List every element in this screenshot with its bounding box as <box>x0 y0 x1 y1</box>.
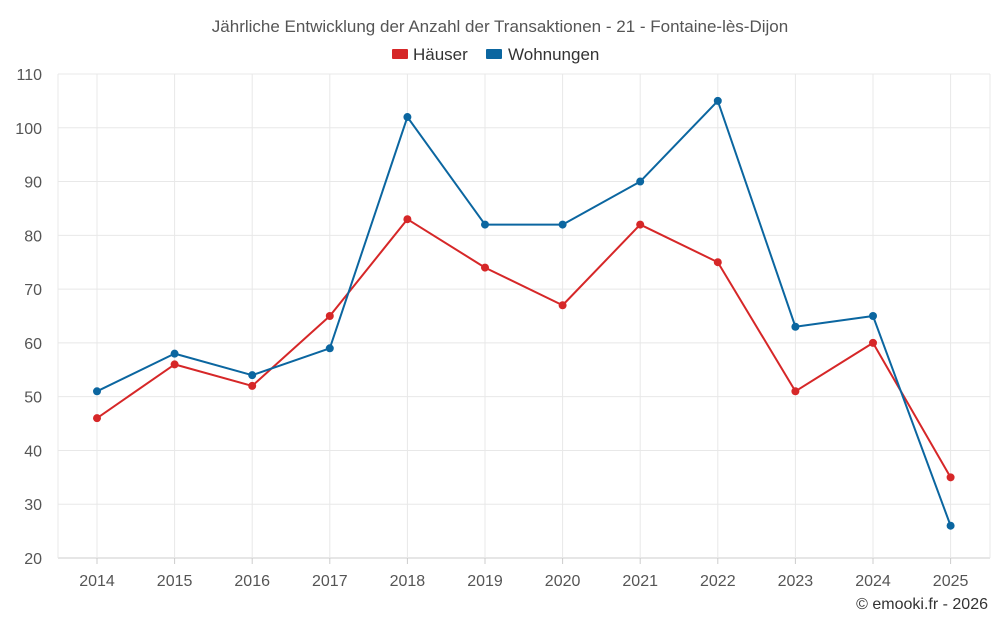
data-point-haeuser[interactable] <box>791 387 800 396</box>
data-point-haeuser[interactable] <box>558 301 567 310</box>
x-tick-label: 2020 <box>545 573 581 590</box>
data-point-wohnungen[interactable] <box>636 177 645 186</box>
x-tick-label: 2018 <box>390 573 426 590</box>
x-tick-label: 2015 <box>157 573 193 590</box>
data-point-wohnungen[interactable] <box>403 113 412 122</box>
series-haeuser <box>93 215 955 482</box>
data-point-wohnungen[interactable] <box>791 322 800 331</box>
y-tick-label: 110 <box>16 67 42 84</box>
data-point-wohnungen[interactable] <box>869 312 877 320</box>
x-axis-ticks: 2014 2015 2016 2017 2018 2019 2020 2021 2022 2023… <box>79 573 968 590</box>
data-point-wohnungen[interactable] <box>248 371 257 380</box>
y-tick-label: 20 <box>24 551 42 568</box>
data-point-wohnungen[interactable] <box>481 220 489 229</box>
x-tick-label: 2023 <box>778 573 814 590</box>
legend-swatch-haeuser <box>392 49 408 59</box>
data-point-wohnungen[interactable] <box>325 344 334 353</box>
legend-item-wohnungen[interactable]: Wohnungen <box>486 45 599 64</box>
y-tick-label: 100 <box>15 121 42 138</box>
series-wohnungen <box>93 96 955 530</box>
x-tick-label: 2024 <box>855 573 891 590</box>
y-tick-label: 90 <box>24 175 42 192</box>
data-point-haeuser[interactable] <box>248 381 257 390</box>
y-tick-label: 60 <box>24 336 42 353</box>
data-point-wohnungen[interactable] <box>558 220 567 229</box>
legend-swatch-wohnungen <box>486 49 502 59</box>
legend-item-haeuser[interactable]: Häuser <box>392 45 468 64</box>
credit-text: © emooki.fr - 2026 <box>856 596 988 613</box>
data-point-haeuser[interactable] <box>170 360 179 369</box>
x-tick-label: 2019 <box>467 573 503 590</box>
data-point-haeuser[interactable] <box>713 258 722 267</box>
series <box>93 96 955 530</box>
x-tick-label: 2017 <box>312 573 348 590</box>
data-point-wohnungen[interactable] <box>93 387 101 396</box>
chart-title: Jährliche Entwicklung der Anzahl der Tra… <box>212 17 788 36</box>
data-point-wohnungen[interactable] <box>170 349 179 358</box>
y-tick-label: 80 <box>24 228 42 245</box>
legend: Häuser Wohnungen <box>392 45 599 64</box>
series-line-wohnungen <box>96 99 952 527</box>
x-tick-label: 2025 <box>933 573 969 590</box>
x-tick-label: 2016 <box>234 573 270 590</box>
data-point-haeuser[interactable] <box>403 215 412 224</box>
series-line-haeuser <box>96 218 952 478</box>
x-tick-label: 2014 <box>79 573 115 590</box>
y-tick-label: 30 <box>24 497 42 514</box>
data-point-wohnungen[interactable] <box>946 521 955 530</box>
x-tick-label: 2021 <box>622 573 658 590</box>
y-tick-label: 70 <box>24 282 42 299</box>
data-point-haeuser[interactable] <box>869 338 877 347</box>
data-point-haeuser[interactable] <box>481 263 489 272</box>
y-axis-ticks: 20 30 40 50 60 70 80 90 100 110 <box>15 67 42 568</box>
y-tick-label: 40 <box>24 443 42 460</box>
data-point-haeuser[interactable] <box>93 414 101 423</box>
x-tick-label: 2022 <box>700 573 736 590</box>
data-point-haeuser[interactable] <box>325 312 334 320</box>
legend-label-wohnungen: Wohnungen <box>508 45 599 64</box>
y-tick-label: 50 <box>24 390 42 407</box>
data-point-haeuser[interactable] <box>636 220 645 229</box>
data-point-wohnungen[interactable] <box>713 96 722 105</box>
legend-label-haeuser: Häuser <box>413 45 468 64</box>
data-point-haeuser[interactable] <box>946 473 955 482</box>
